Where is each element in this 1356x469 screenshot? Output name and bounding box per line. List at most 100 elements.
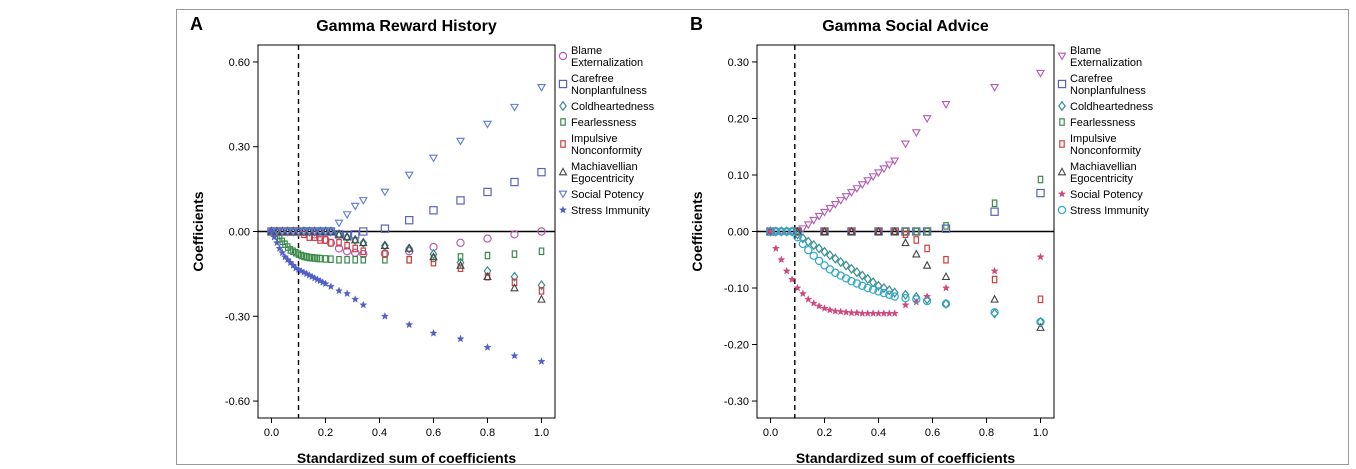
data-point: [406, 255, 413, 264]
data-point: [320, 228, 331, 236]
data-point: [809, 298, 818, 307]
legend-item: Carefree Nonplanfulness: [558, 73, 647, 97]
data-point: [272, 238, 282, 247]
data-point: [913, 236, 920, 244]
data-point: [809, 216, 819, 225]
data-point: [841, 193, 851, 201]
data-point: [913, 227, 920, 236]
data-point: [852, 308, 862, 317]
data-point: [863, 177, 873, 186]
data-point: [857, 181, 867, 190]
data-point: [537, 279, 546, 291]
data-point: [270, 232, 279, 241]
data-point: [901, 238, 910, 247]
data-point: [275, 244, 284, 252]
data-point: [922, 296, 932, 306]
y-tick-label: 0.10: [728, 170, 749, 182]
data-point: [771, 227, 781, 236]
data-point: [804, 294, 813, 303]
data-point: [766, 227, 775, 235]
data-point: [777, 227, 786, 236]
data-point: [483, 234, 492, 243]
data-point: [288, 228, 298, 236]
data-point: [777, 255, 786, 264]
legend-marker: [1057, 205, 1067, 215]
legend-label-line: Fearlessness: [571, 117, 637, 129]
y-tick-label: 0.20: [728, 113, 749, 125]
data-point: [814, 301, 824, 310]
data-point: [830, 201, 840, 209]
y-tick-label: 0.30: [728, 57, 749, 69]
data-point: [536, 84, 547, 92]
data-point: [358, 197, 368, 205]
legend-marker: [1057, 79, 1067, 89]
data-point: [841, 307, 851, 316]
legend-label-line: Nonplanfulness: [1070, 85, 1146, 97]
data-point: [819, 208, 830, 217]
data-point: [911, 129, 921, 138]
data-point: [924, 227, 930, 236]
legend-label-line: Blame: [1070, 45, 1101, 57]
data-point: [510, 351, 519, 360]
legend-marker: [1059, 118, 1065, 126]
data-point: [874, 226, 883, 235]
legend-marker: [560, 118, 566, 126]
legend-item: Impulsive Nonconformity: [560, 133, 642, 157]
data-point: [901, 293, 910, 303]
legend-item: Impulsive Nonconformity: [1059, 133, 1141, 157]
data-point: [336, 255, 342, 264]
data-point: [429, 328, 438, 337]
data-point: [820, 304, 829, 312]
data-point: [342, 232, 352, 241]
panel-letter: A: [190, 14, 203, 34]
data-point: [537, 167, 546, 177]
data-point: [456, 334, 465, 343]
x-tick-label: 1.0: [534, 427, 549, 439]
x-tick-label: 0.8: [979, 427, 994, 439]
data-point: [351, 230, 360, 239]
data-point: [1036, 252, 1045, 261]
data-point: [990, 207, 999, 216]
data-point: [335, 229, 343, 240]
data-point: [990, 294, 999, 303]
data-point: [879, 288, 889, 298]
legend-item: Coldheartedness: [559, 100, 655, 113]
data-point: [328, 255, 334, 263]
data-point: [847, 308, 856, 317]
legend-label: Fearlessness: [571, 117, 637, 129]
legend-item: Fearlessness: [1059, 117, 1136, 129]
data-point: [943, 255, 949, 264]
data-point: [326, 228, 336, 236]
legend-label-line: Stress Immunity: [1070, 205, 1149, 217]
data-point: [359, 300, 368, 309]
legend-label: Stress Immunity: [1070, 205, 1149, 217]
data-point: [277, 228, 287, 236]
legend-item: Carefree Nonplanfulness: [1057, 73, 1146, 97]
data-point: [360, 247, 367, 256]
data-point: [358, 238, 368, 247]
data-point: [901, 289, 910, 300]
y-axis-label: Coefficients: [190, 191, 206, 271]
data-point: [911, 249, 921, 258]
chart-title: Gamma Social Advice: [822, 18, 989, 35]
data-point: [321, 279, 330, 288]
data-point: [787, 227, 797, 236]
data-point: [510, 177, 519, 187]
x-tick-label: 0.6: [925, 427, 940, 439]
data-point: [847, 277, 856, 286]
data-point: [852, 185, 862, 194]
data-point: [342, 211, 352, 220]
data-point: [510, 283, 519, 292]
data-point: [771, 244, 781, 252]
data-point: [359, 237, 368, 248]
data-point: [334, 286, 344, 295]
legend-marker: [1057, 189, 1067, 198]
legend: Blame Externalization Carefree Nonplanfulne…: [1057, 45, 1154, 217]
legend-label-line: Social Potency: [571, 189, 644, 201]
data-point: [804, 245, 813, 255]
data-point: [874, 280, 883, 291]
data-point: [803, 221, 813, 230]
data-point: [901, 300, 910, 309]
legend-label: Blame Externalization: [571, 45, 643, 69]
data-point: [351, 234, 360, 246]
